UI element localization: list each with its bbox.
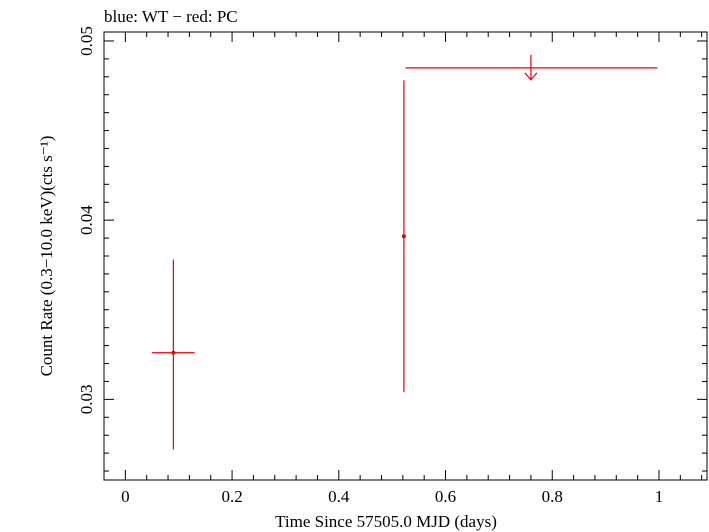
data-point [171,350,176,355]
chart-title: blue: WT − red: PC [104,7,238,26]
x-axis-label: Time Since 57505.0 MJD (days) [275,512,497,531]
x-tick-label: 0.2 [221,487,242,506]
x-tick-label: 0.8 [542,487,563,506]
y-axis-label: Count Rate (0.3−10.0 keV)(cts s⁻¹) [37,136,56,377]
upper-limit-arrow-head [524,72,538,81]
data-marks [152,54,658,450]
x-tick-label: 0.4 [328,487,350,506]
y-tick-label: 0.04 [77,205,96,235]
y-axis: 0.03 0.04 0.05 [77,26,707,472]
x-axis: 0 0.2 0.4 0.6 0.8 1 [103,32,703,506]
plot-frame [103,31,708,481]
x-tick-label: 0.6 [435,487,456,506]
x-tick-label: 0 [121,487,130,506]
x-tick-label: 1 [655,487,664,506]
y-tick-label: 0.05 [77,26,96,56]
y-tick-label: 0.03 [77,384,96,414]
data-point [401,234,406,239]
